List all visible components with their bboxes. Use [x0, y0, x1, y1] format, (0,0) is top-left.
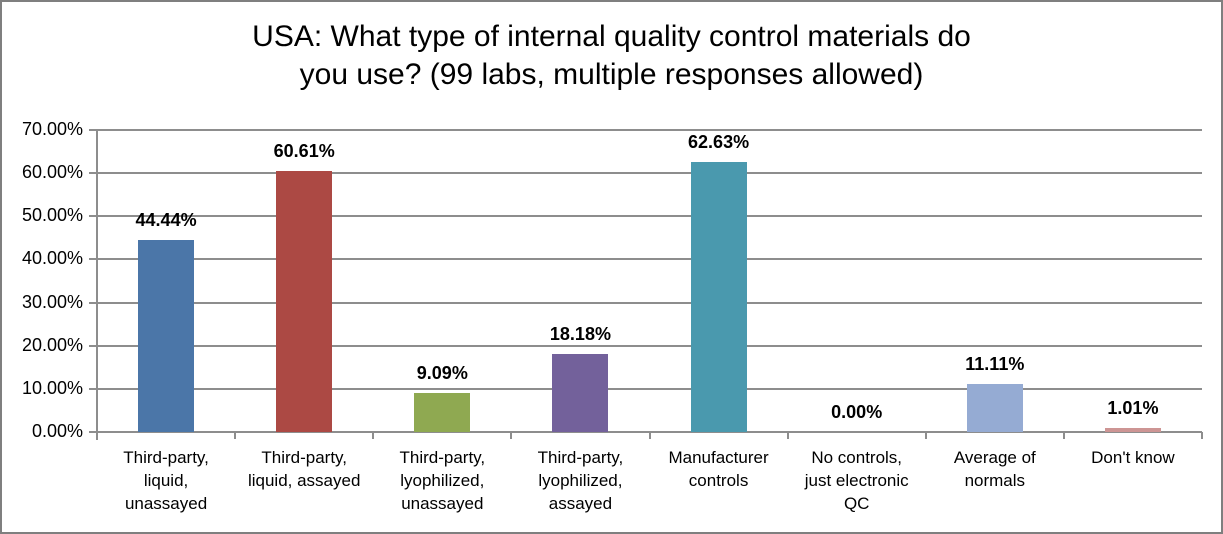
gridline — [89, 301, 1202, 304]
x-axis-category-label: Average of normals — [926, 446, 1064, 492]
x-axis-tick — [1062, 432, 1065, 439]
chart-title-line-2: you use? (99 labs, multiple responses al… — [299, 58, 924, 91]
bar-value-label: 9.09% — [416, 362, 468, 383]
x-axis-category-label-line: Third-party, — [537, 448, 624, 467]
x-axis-category-label-line: liquid, — [143, 471, 189, 490]
x-axis-category-label: Don't know — [1064, 446, 1202, 469]
y-axis-tick-label: 0.00% — [31, 421, 83, 441]
y-axis-tick-label: 30.00% — [21, 291, 83, 312]
bar-3 — [414, 392, 471, 432]
bar-value-label: 1.01% — [1107, 397, 1159, 418]
gridline — [89, 344, 1202, 347]
bar-4 — [552, 353, 609, 432]
x-axis-category-label-line: controls — [688, 471, 749, 490]
x-axis-tick — [1201, 432, 1203, 439]
x-axis-category-label-line: just electronic — [804, 471, 909, 490]
x-axis-category-label-line: Third-party, — [261, 448, 348, 467]
bar-value-label: 60.61% — [273, 140, 335, 161]
gridline — [89, 387, 1202, 390]
x-axis-tick — [510, 432, 513, 439]
x-axis-category-label-line: QC — [843, 494, 870, 513]
chart-title: USA: What type of internal quality contr… — [2, 18, 1221, 94]
x-axis-category-label-line: assayed — [548, 494, 613, 513]
x-axis-category-label-line: lyophilized, — [538, 471, 623, 490]
y-axis-tick-label: 10.00% — [21, 377, 83, 398]
y-axis-tick-label: 20.00% — [21, 334, 83, 355]
bar-7 — [966, 384, 1023, 432]
gridline — [89, 258, 1202, 261]
x-axis-category-label-line: Don't know — [1091, 448, 1175, 467]
x-axis-category-label: Manufacturer controls — [650, 446, 788, 492]
x-axis-line — [89, 431, 1202, 433]
x-axis-category-label-line: unassayed — [401, 494, 484, 513]
x-axis-category-label-line: Manufacturer — [668, 448, 769, 467]
x-axis-category-label-line: lyophilized, — [400, 471, 485, 490]
bar-2 — [276, 170, 333, 432]
chart-title-line-1: USA: What type of internal quality contr… — [252, 20, 971, 53]
x-axis-category-label-line: No controls, — [811, 448, 903, 467]
x-axis-category-label: No controls, just electronic QC — [788, 446, 926, 515]
bar-value-label: 62.63% — [688, 131, 750, 152]
bar-1 — [138, 240, 195, 432]
x-axis-category-label: Third-party, liquid, unassayed — [97, 446, 235, 515]
x-axis-tick — [648, 432, 651, 439]
y-axis-tick-label: 50.00% — [21, 205, 83, 226]
bar-value-label: 11.11% — [965, 354, 1025, 375]
x-axis-category-label: Third-party, lyophilized, unassayed — [373, 446, 511, 515]
x-axis-category-label-line: Third-party, — [399, 448, 486, 467]
x-axis-category-label-line: Third-party, — [123, 448, 209, 467]
bar-value-label: 44.44% — [135, 210, 197, 231]
x-axis-category-label-line: liquid, assayed — [247, 471, 361, 490]
bar-value-label: 18.18% — [549, 323, 611, 344]
y-axis-tick-label: 40.00% — [21, 248, 83, 269]
gridline — [89, 215, 1202, 218]
bar-8 — [1104, 427, 1161, 432]
x-axis-tick — [924, 432, 927, 439]
gridline — [89, 129, 1202, 131]
x-axis-category-label-line: unassayed — [124, 494, 208, 513]
x-axis-tick — [234, 432, 237, 439]
x-axis-tick — [786, 432, 789, 439]
bar-5 — [690, 161, 747, 432]
y-axis-line — [96, 130, 98, 440]
x-axis-category-label: Third-party, liquid, assayed — [235, 446, 373, 492]
x-axis-category-label-line: Average of — [953, 448, 1036, 467]
x-axis-tick — [372, 432, 375, 439]
bar-value-label: 0.00% — [831, 402, 883, 422]
y-axis-tick-label: 60.00% — [21, 162, 83, 183]
x-axis-category-label-line: normals — [964, 471, 1026, 490]
y-axis-tick-label: 70.00% — [21, 119, 83, 139]
gridline — [89, 172, 1202, 175]
x-axis-category-label: Third-party, lyophilized, assayed — [511, 446, 649, 515]
